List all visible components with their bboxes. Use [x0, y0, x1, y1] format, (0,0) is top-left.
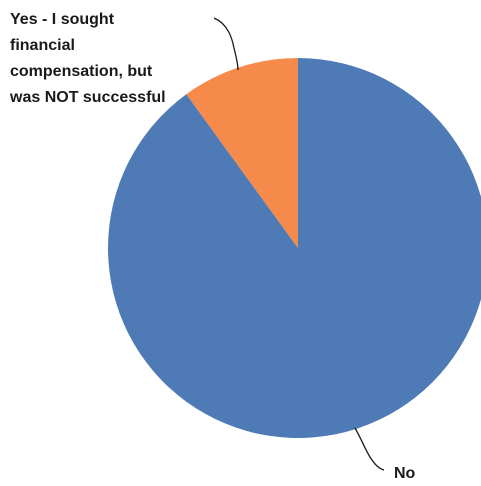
slice-label-no: No — [394, 465, 416, 482]
pie-slices — [108, 58, 481, 438]
leader-line-yes — [213, 17, 239, 71]
pie-slice-yes — [186, 58, 298, 248]
leader-line-no — [354, 427, 385, 471]
slice-label-yes-line-3: compensation, but — [10, 63, 153, 80]
pie-slice-no — [108, 58, 481, 438]
slice-label-yes-line-2: financial — [10, 37, 75, 54]
slice-label-yes-line-1: Yes - I sought — [10, 11, 115, 28]
slice-label-yes-line-4: was NOT successful — [9, 89, 166, 106]
slice-label-yes: Yes - I sought financial compensation, b… — [9, 11, 166, 106]
